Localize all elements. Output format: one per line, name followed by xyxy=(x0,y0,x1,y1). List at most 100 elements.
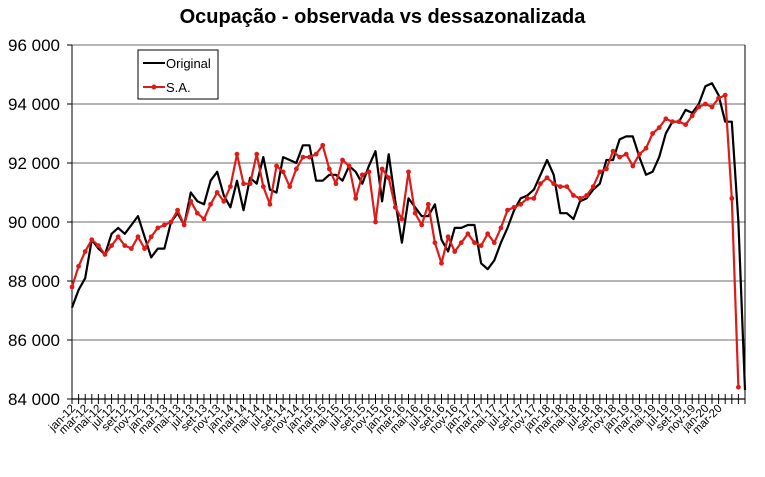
y-axis: 84 000 86 000 88 000 90 000 92 000 94 000 96 0… xyxy=(8,36,746,409)
sa-data-point xyxy=(538,181,543,187)
sa-data-point xyxy=(465,231,471,237)
sa-data-point xyxy=(557,184,563,190)
sa-data-point xyxy=(729,196,735,201)
sa-data-point xyxy=(102,252,108,257)
sa-data-point xyxy=(399,216,405,222)
sa-data-point xyxy=(445,234,451,240)
sa-data-point xyxy=(670,119,675,125)
sa-data-point xyxy=(181,222,187,228)
sa-data-point xyxy=(458,240,464,246)
sa-data-point xyxy=(689,113,695,119)
sa-data-point xyxy=(82,249,88,254)
original-series-line xyxy=(70,82,747,391)
sa-data-point xyxy=(577,196,583,201)
sa-data-point xyxy=(439,260,444,266)
sa-data-point xyxy=(76,263,81,269)
sa-data-point xyxy=(247,181,253,187)
sa-data-point xyxy=(234,151,240,157)
sa-data-point xyxy=(643,145,649,151)
sa-data-point xyxy=(524,196,530,201)
y-tick-label: 92 000 xyxy=(8,154,60,173)
sa-data-point xyxy=(696,104,702,110)
sa-data-point xyxy=(115,234,121,240)
x-axis: jan-12mar-12mai-12jul-12set-12nov-12jan-… xyxy=(46,394,746,437)
sa-data-point xyxy=(564,184,570,190)
series-lines xyxy=(69,82,747,391)
sa-data-point xyxy=(142,246,147,251)
sa-data-point xyxy=(254,151,260,157)
sa-data-point xyxy=(287,184,293,190)
sa-data-point xyxy=(320,142,326,148)
sa-series-line xyxy=(70,94,740,388)
sa-data-point xyxy=(267,201,273,207)
sa-data-point xyxy=(604,166,609,172)
sa-data-point xyxy=(716,95,722,101)
sa-data-point xyxy=(597,169,603,175)
sa-data-point xyxy=(128,246,134,251)
sa-data-point xyxy=(452,249,458,254)
sa-data-point xyxy=(412,210,418,216)
sa-data-point xyxy=(194,210,200,216)
sa-data-point xyxy=(432,240,438,246)
y-tick-label: 90 000 xyxy=(8,213,60,232)
sa-data-point xyxy=(274,163,279,169)
sa-data-point xyxy=(89,237,95,243)
sa-data-point xyxy=(353,196,359,201)
sa-data-point xyxy=(656,125,662,130)
sa-data-point xyxy=(161,222,167,228)
sa-data-point xyxy=(373,219,378,225)
sa-data-point xyxy=(518,201,524,207)
sa-data-point xyxy=(333,181,339,187)
sa-data-point xyxy=(590,184,596,190)
legend-sa-marker xyxy=(151,84,157,90)
sa-data-point xyxy=(505,207,510,213)
sa-data-point xyxy=(340,157,345,163)
sa-data-point xyxy=(663,116,669,122)
sa-data-point xyxy=(366,169,372,175)
sa-data-point xyxy=(155,225,161,231)
sa-data-point xyxy=(280,169,286,175)
sa-data-point xyxy=(168,219,174,225)
sa-data-point xyxy=(69,284,75,290)
legend-original-label: Original xyxy=(166,56,211,71)
sa-data-point xyxy=(201,216,207,222)
sa-data-point xyxy=(709,104,715,110)
sa-data-point xyxy=(623,151,629,157)
legend-sa-label: S.A. xyxy=(166,80,191,95)
y-tick-label: 94 000 xyxy=(8,95,60,114)
sa-data-point xyxy=(637,151,642,157)
sa-data-point xyxy=(676,119,682,125)
sa-data-point xyxy=(307,154,312,160)
sa-data-point xyxy=(241,181,246,187)
sa-data-point xyxy=(221,198,227,204)
sa-data-point xyxy=(95,243,101,249)
legend: Original S.A. xyxy=(137,49,219,100)
sa-data-point xyxy=(425,201,431,207)
sa-data-point xyxy=(379,166,385,172)
sa-data-point xyxy=(386,175,392,181)
sa-data-point xyxy=(346,163,352,169)
sa-data-point xyxy=(571,193,576,198)
gridlines xyxy=(72,44,745,341)
sa-data-point xyxy=(392,204,398,210)
sa-data-point xyxy=(260,184,266,190)
sa-data-point xyxy=(511,204,517,210)
sa-data-point xyxy=(531,196,537,201)
sa-data-point xyxy=(359,172,365,178)
sa-data-point xyxy=(175,207,180,213)
sa-data-point xyxy=(584,193,590,198)
sa-data-point xyxy=(300,154,306,160)
sa-data-point xyxy=(109,243,114,249)
chart-title: Ocupação - observada vs dessazonalizada xyxy=(179,6,586,28)
sa-data-point xyxy=(293,166,299,172)
sa-data-point xyxy=(227,184,233,190)
sa-data-point xyxy=(478,243,484,249)
sa-data-point xyxy=(214,190,220,195)
sa-data-point xyxy=(722,92,728,98)
sa-data-point xyxy=(208,201,213,207)
y-tick-label: 88 000 xyxy=(8,272,60,291)
sa-data-point xyxy=(683,122,689,128)
y-tick-label: 86 000 xyxy=(8,331,60,350)
sa-data-point xyxy=(544,175,550,181)
